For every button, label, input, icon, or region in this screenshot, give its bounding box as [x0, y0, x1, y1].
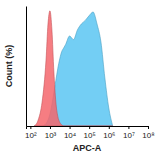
x-axis-title: APC-A [73, 143, 102, 153]
x-tick: 10³ [45, 126, 57, 140]
histogram-area [34, 11, 112, 126]
x-tick: 10⁶ [103, 126, 115, 140]
x-tick-mark [89, 126, 90, 129]
plot-area [34, 11, 112, 126]
x-tick-label: 10⁴ [64, 131, 77, 140]
x-tick-mark [50, 126, 51, 129]
x-tick-label: 10⁸ [142, 131, 154, 140]
x-tick-label: 10³ [45, 131, 57, 140]
x-axis: 10² 10³ 10⁴ 10⁵ 10⁶ 10⁷ 10⁸ [25, 126, 155, 140]
y-axis-title: Count (%) [4, 45, 14, 88]
chart: 10² 10³ 10⁴ 10⁵ 10⁶ 10⁷ 10⁸ APC-A Count (%) [0, 0, 156, 156]
x-tick-label: 10⁵ [84, 131, 96, 140]
x-tick-label: 10⁶ [103, 131, 115, 140]
x-tick-mark [128, 126, 129, 129]
x-tick: 10² [25, 126, 37, 140]
x-tick: 10⁷ [123, 126, 135, 140]
y-axis [26, 7, 27, 127]
x-tick-mark [148, 126, 149, 129]
x-tick: 10⁴ [64, 126, 77, 140]
x-tick-label: 10⁷ [123, 131, 135, 140]
x-tick-mark [30, 126, 31, 129]
x-tick: 10⁸ [142, 126, 154, 140]
y-axis-line [26, 7, 27, 127]
x-tick-mark [70, 126, 71, 129]
x-tick: 10⁵ [84, 126, 96, 140]
x-tick-label: 10² [25, 131, 37, 140]
x-axis-line [27, 127, 149, 130]
x-tick-mark [109, 126, 110, 129]
